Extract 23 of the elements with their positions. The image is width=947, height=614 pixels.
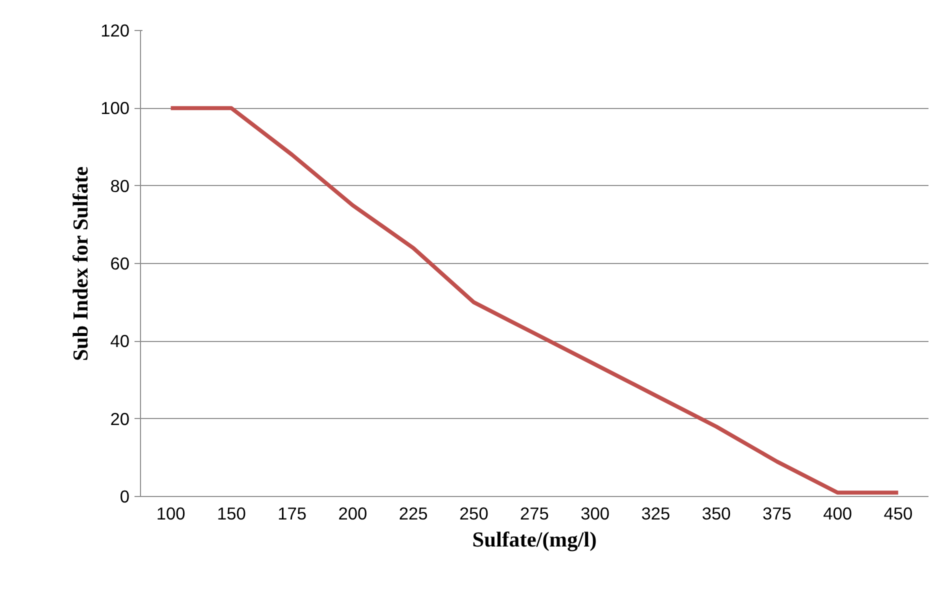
x-tick-label: 400	[823, 504, 852, 524]
y-tick-label: 120	[100, 20, 130, 40]
x-tick-label: 175	[278, 504, 307, 524]
x-tick-label: 275	[520, 504, 549, 524]
y-tick-label: 60	[110, 254, 130, 274]
y-axis-title: Sub Index for Sulfate	[68, 166, 93, 361]
x-tick-label: 150	[216, 504, 246, 524]
x-tick-label: 250	[459, 504, 488, 524]
x-tick-label: 325	[641, 504, 670, 524]
x-tick-label: 375	[762, 504, 792, 524]
x-tick-label: 350	[702, 504, 731, 524]
x-tick-label: 450	[884, 504, 913, 524]
y-tick-label: 80	[110, 176, 130, 196]
line-series	[168, 106, 900, 495]
y-tick-label: 20	[110, 408, 130, 429]
x-tick-label: 200	[338, 504, 368, 524]
x-tick-label: 225	[398, 504, 428, 524]
y-tick-label: 0	[120, 486, 130, 506]
x-axis-title: Sulfate/(mg/l)	[472, 528, 597, 552]
y-tick-label: 40	[110, 331, 130, 352]
x-tick-label: 100	[156, 504, 186, 524]
x-tick-label: 300	[580, 504, 610, 524]
y-tick-label: 100	[100, 98, 130, 118]
